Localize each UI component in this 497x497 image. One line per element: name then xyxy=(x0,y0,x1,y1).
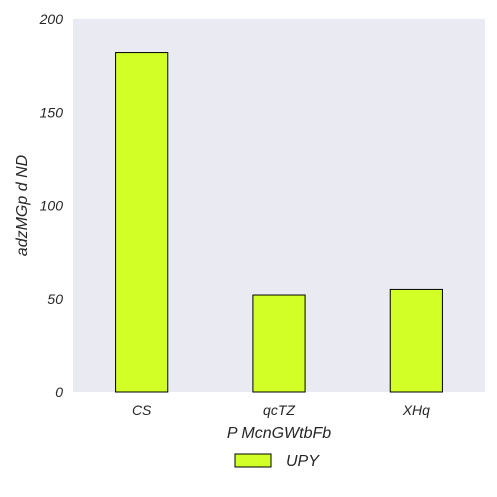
legend-swatch xyxy=(234,453,272,468)
y-tick-label: 0 xyxy=(55,384,63,400)
bar-qcTZ xyxy=(252,294,306,393)
bars-group xyxy=(115,52,443,393)
bar-XHq xyxy=(389,288,443,393)
x-axis-ticks: CS qcTZ XHq xyxy=(132,402,430,418)
bar-CS xyxy=(115,52,169,393)
x-tick-label: CS xyxy=(132,402,152,418)
legend-label: UPY xyxy=(286,453,320,470)
y-tick-label: 150 xyxy=(40,104,64,120)
y-tick-label: 50 xyxy=(47,291,63,307)
y-axis-label: adzMGp d ND xyxy=(14,154,31,256)
y-axis-ticks: 0 50 100 150 200 xyxy=(39,11,64,400)
x-tick-label: qcTZ xyxy=(263,402,295,418)
x-axis-label: P McnGWtbFb xyxy=(227,425,331,442)
y-tick-label: 200 xyxy=(39,11,64,27)
x-tick-label: XHq xyxy=(402,402,430,418)
y-tick-label: 100 xyxy=(40,198,64,214)
legend: UPY xyxy=(234,453,320,470)
